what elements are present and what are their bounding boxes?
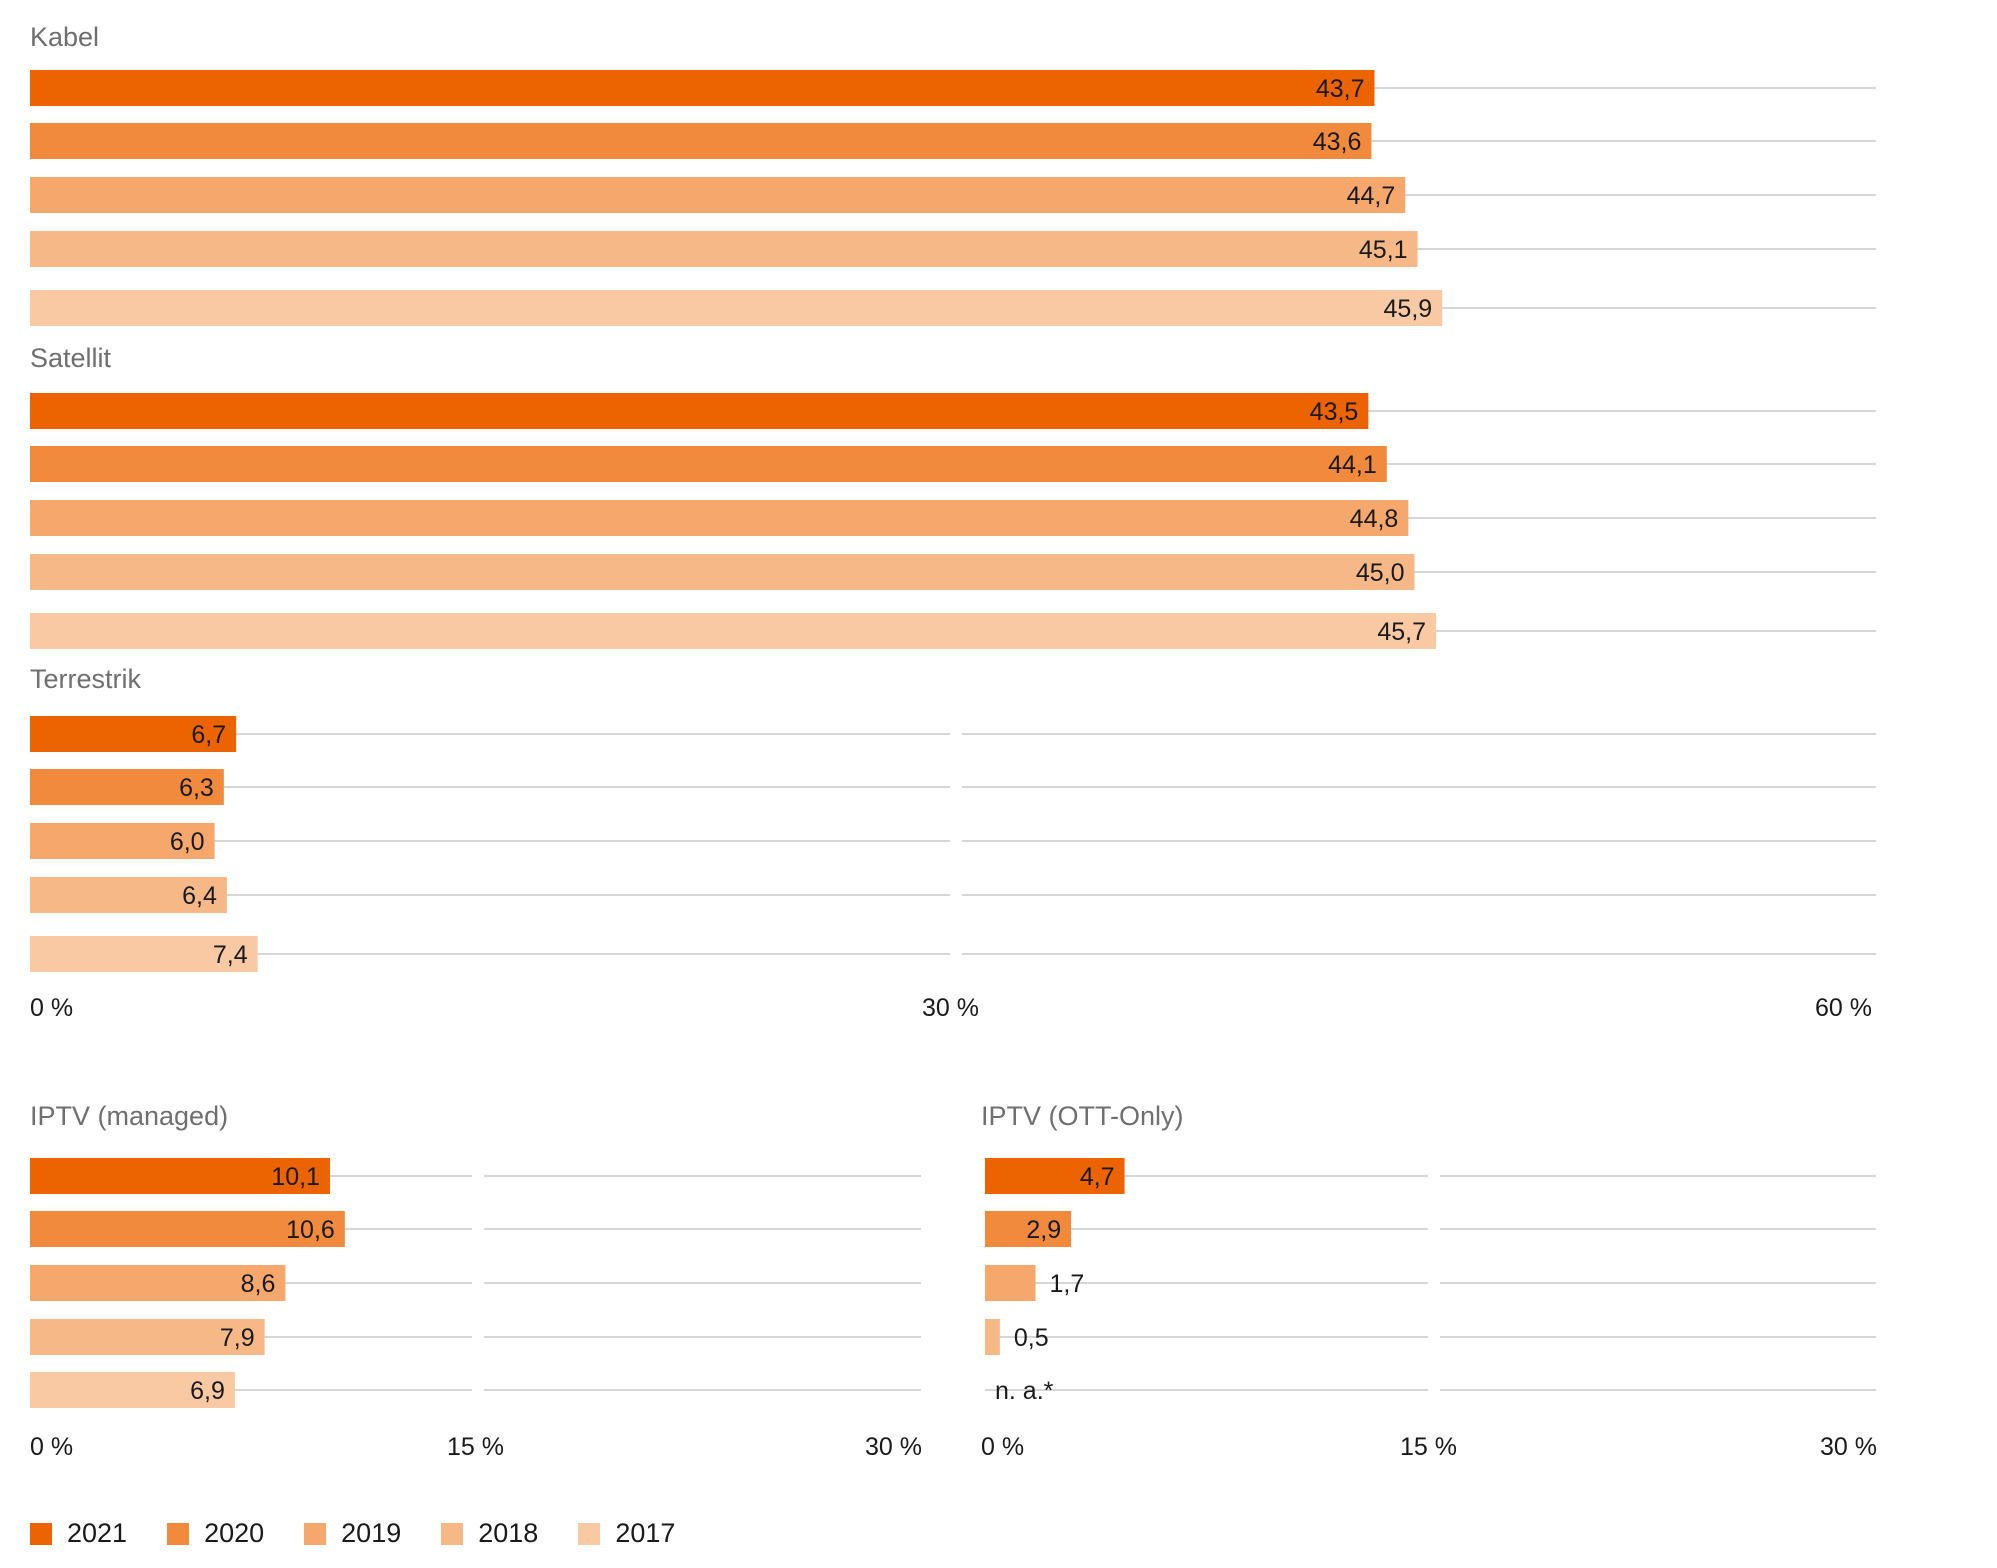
satellit-label-2017: 45,7	[1377, 618, 1426, 646]
satellit-bar-2018	[30, 554, 1415, 590]
legend-item-2017: 2017	[578, 1518, 675, 1549]
managed-axis-tick-0: 0 %	[30, 1433, 74, 1461]
kabel-bar-2019	[30, 177, 1406, 213]
legend-swatch-2020	[167, 1522, 190, 1545]
legend-label-2021: 2021	[67, 1518, 128, 1548]
iptv-ott-only-label-2021: 4,7	[1080, 1163, 1115, 1191]
iptv-managed-bar-2017	[30, 1372, 235, 1408]
legend-label-2020: 2020	[204, 1518, 265, 1548]
kabel-label-2021: 43,7	[1316, 75, 1365, 103]
ott-axis-tick-15: 15 %	[1400, 1433, 1457, 1461]
ott-axis-tick-30: 30 %	[1820, 1433, 1877, 1461]
terrestrik-bar-2021	[30, 716, 237, 752]
legend-label-2017: 2017	[615, 1518, 676, 1548]
terrestrik-bar-2018	[30, 877, 227, 913]
terrestrik-bar-2017	[30, 936, 258, 972]
satellit-bar-2017	[30, 613, 1437, 649]
legend-label-2019: 2019	[341, 1518, 402, 1548]
terrestrik-label-2019: 6,0	[170, 828, 205, 856]
iptv-managed-bar-2020	[30, 1211, 345, 1247]
kabel-bar-2020	[30, 123, 1372, 159]
legend-item-2018: 2018	[441, 1518, 538, 1549]
kabel-label-2017: 45,9	[1384, 295, 1433, 323]
legend-item-2021: 2021	[30, 1518, 127, 1549]
terrestrik-label-2018: 6,4	[182, 882, 217, 910]
kabel-label-2018: 45,1	[1359, 236, 1408, 264]
iptv-managed-label-2021: 10,1	[271, 1163, 320, 1191]
kabel-bar-2021	[30, 70, 1375, 106]
main-axis-tick-0: 0 %	[30, 994, 74, 1022]
terrestrik-bar-2019	[30, 823, 215, 859]
satellit-bar-2020	[30, 446, 1387, 482]
legend-item-2019: 2019	[304, 1518, 401, 1549]
iptv-managed-label-2018: 7,9	[220, 1324, 255, 1352]
legend-swatch-2019	[304, 1522, 327, 1545]
iptv-ott-only-label-2018: 0,5	[1014, 1324, 1049, 1352]
iptv-managed-label-2020: 10,6	[286, 1216, 335, 1244]
iptv-ott-title: IPTV (OTT-Only)	[981, 1101, 1184, 1131]
main-axis-tick-60: 60 %	[1815, 994, 1872, 1022]
terrestrik-label-2021: 6,7	[191, 721, 226, 749]
legend-swatch-2018	[441, 1522, 464, 1545]
legend-swatch-2021	[30, 1522, 52, 1545]
satellit-bar-2019	[30, 500, 1409, 536]
satellit-label-2019: 44,8	[1350, 505, 1399, 533]
iptv-ott-only-bar-2020	[985, 1211, 1072, 1247]
kabel-label-2020: 43,6	[1313, 128, 1362, 156]
terrestrik-label-2017: 7,4	[213, 941, 248, 969]
iptv-ott-only-label-2019: 1,7	[1049, 1270, 1084, 1298]
iptv-managed-label-2019: 8,6	[241, 1270, 276, 1298]
ott-axis-tick-0: 0 %	[981, 1433, 1025, 1461]
satellit-bar-2021	[30, 393, 1369, 429]
iptv-managed-bar-2018	[30, 1319, 265, 1355]
legend-swatch-2017	[578, 1522, 601, 1545]
terrestrik-title: Terrestrik	[30, 664, 142, 694]
satellit-title: Satellit	[30, 343, 112, 373]
legend-item-2020: 2020	[167, 1518, 264, 1549]
main-axis-tick-30: 30 %	[922, 994, 979, 1022]
iptv-ott-only-label-2020: 2,9	[1026, 1216, 1061, 1244]
satellit-label-2020: 44,1	[1328, 451, 1377, 479]
legend-label-2018: 2018	[478, 1518, 539, 1548]
terrestrik-bar-2020	[30, 769, 224, 805]
kabel-bar-2018	[30, 231, 1418, 267]
managed-axis-tick-30: 30 %	[865, 1433, 922, 1461]
iptv-ott-only-label-2017: n. a.*	[995, 1377, 1054, 1405]
iptv-ott-only-bar-2019	[985, 1265, 1036, 1301]
iptv-ott-only-bar-2021	[985, 1158, 1125, 1194]
iptv-ott-only-bar-2018	[985, 1319, 1000, 1355]
managed-axis-tick-15: 15 %	[447, 1433, 504, 1461]
kabel-title: Kabel	[30, 22, 100, 52]
iptv-managed-bar-2019	[30, 1265, 286, 1301]
iptv-managed-label-2017: 6,9	[190, 1377, 225, 1405]
iptv-managed-title: IPTV (managed)	[30, 1101, 229, 1131]
kabel-label-2019: 44,7	[1347, 182, 1396, 210]
legend: 2021 2020 2019 2018 2017	[30, 1518, 715, 1549]
satellit-label-2018: 45,0	[1356, 559, 1405, 587]
iptv-managed-bar-2021	[30, 1158, 330, 1194]
satellit-label-2021: 43,5	[1310, 398, 1359, 426]
terrestrik-label-2020: 6,3	[179, 774, 214, 802]
kabel-bar-2017	[30, 290, 1443, 326]
